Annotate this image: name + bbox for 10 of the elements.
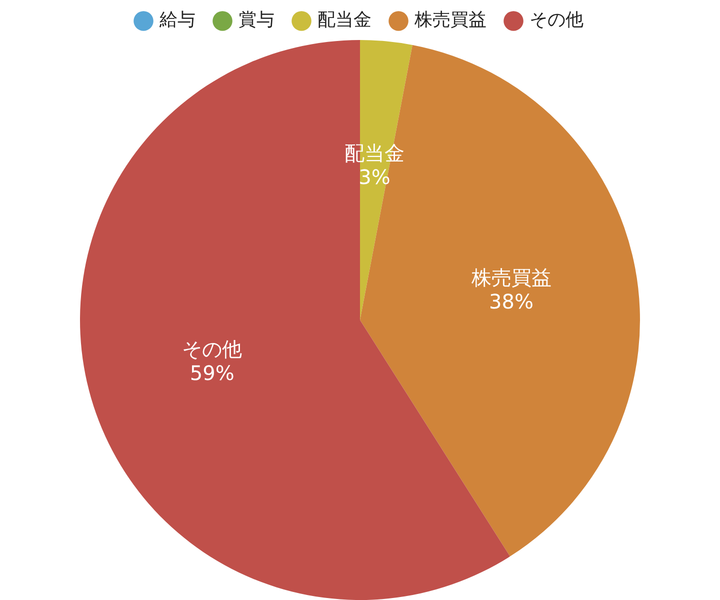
- legend-label: 配当金: [318, 10, 372, 31]
- legend-label: 給与: [158, 10, 196, 31]
- legend-label: 株売買益: [414, 10, 486, 31]
- slice-label: 株売買益: [470, 265, 552, 290]
- legend-label: 賞与: [238, 10, 274, 31]
- slice-label: その他: [182, 337, 242, 362]
- data-label: 38%: [489, 289, 534, 314]
- legend-label: その他: [530, 10, 584, 31]
- data-label: 59%: [190, 361, 234, 386]
- data-label: 3%: [358, 164, 390, 189]
